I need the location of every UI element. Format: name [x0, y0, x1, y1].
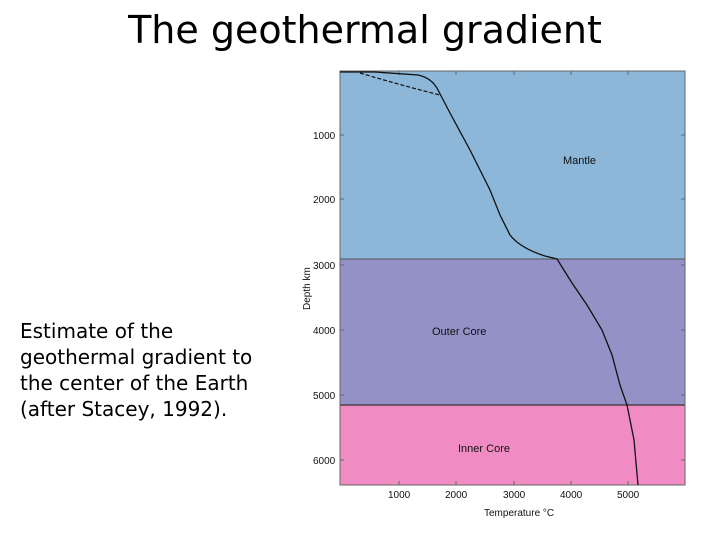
caption: Estimate of the geothermal gradient to t…	[20, 318, 280, 422]
mantle-label: Mantle	[563, 155, 596, 167]
caption-line: (after Stacey, 1992).	[20, 397, 228, 421]
x-tick-label: 5000	[617, 490, 640, 501]
caption-line: Estimate of the	[20, 319, 174, 343]
plot-frame	[339, 70, 686, 486]
caption-line: geothermal gradient to	[20, 345, 253, 369]
x-tick-label: 1000	[388, 490, 411, 501]
inner-core-region	[340, 405, 685, 485]
x-tick-label: 2000	[445, 490, 468, 501]
y-tick-label: 3000	[313, 261, 336, 272]
inner-core-label: Inner Core	[458, 443, 510, 455]
y-tick-label: 1000	[313, 131, 336, 142]
y-tick-label: 4000	[313, 326, 336, 337]
geotherm-curve	[340, 71, 639, 486]
y-axis-label: Depth km	[302, 267, 313, 310]
caption-line: the center of the Earth	[20, 371, 249, 395]
slide-title: The geothermal gradient	[128, 8, 602, 52]
x-axis-label: Temperature °C	[484, 508, 554, 519]
y-tick-marks	[340, 134, 685, 461]
x-tick-marks	[398, 71, 629, 485]
mantle-region	[340, 71, 685, 259]
x-tick-label: 3000	[503, 490, 526, 501]
y-tick-label: 6000	[313, 456, 336, 467]
geotherm-curve-upper-dashed	[359, 72, 441, 96]
outer-core-label: Outer Core	[432, 326, 486, 338]
y-tick-label: 5000	[313, 391, 336, 402]
x-tick-label: 4000	[560, 490, 583, 501]
y-tick-label: 2000	[313, 195, 336, 206]
outer-core-region	[340, 259, 685, 405]
